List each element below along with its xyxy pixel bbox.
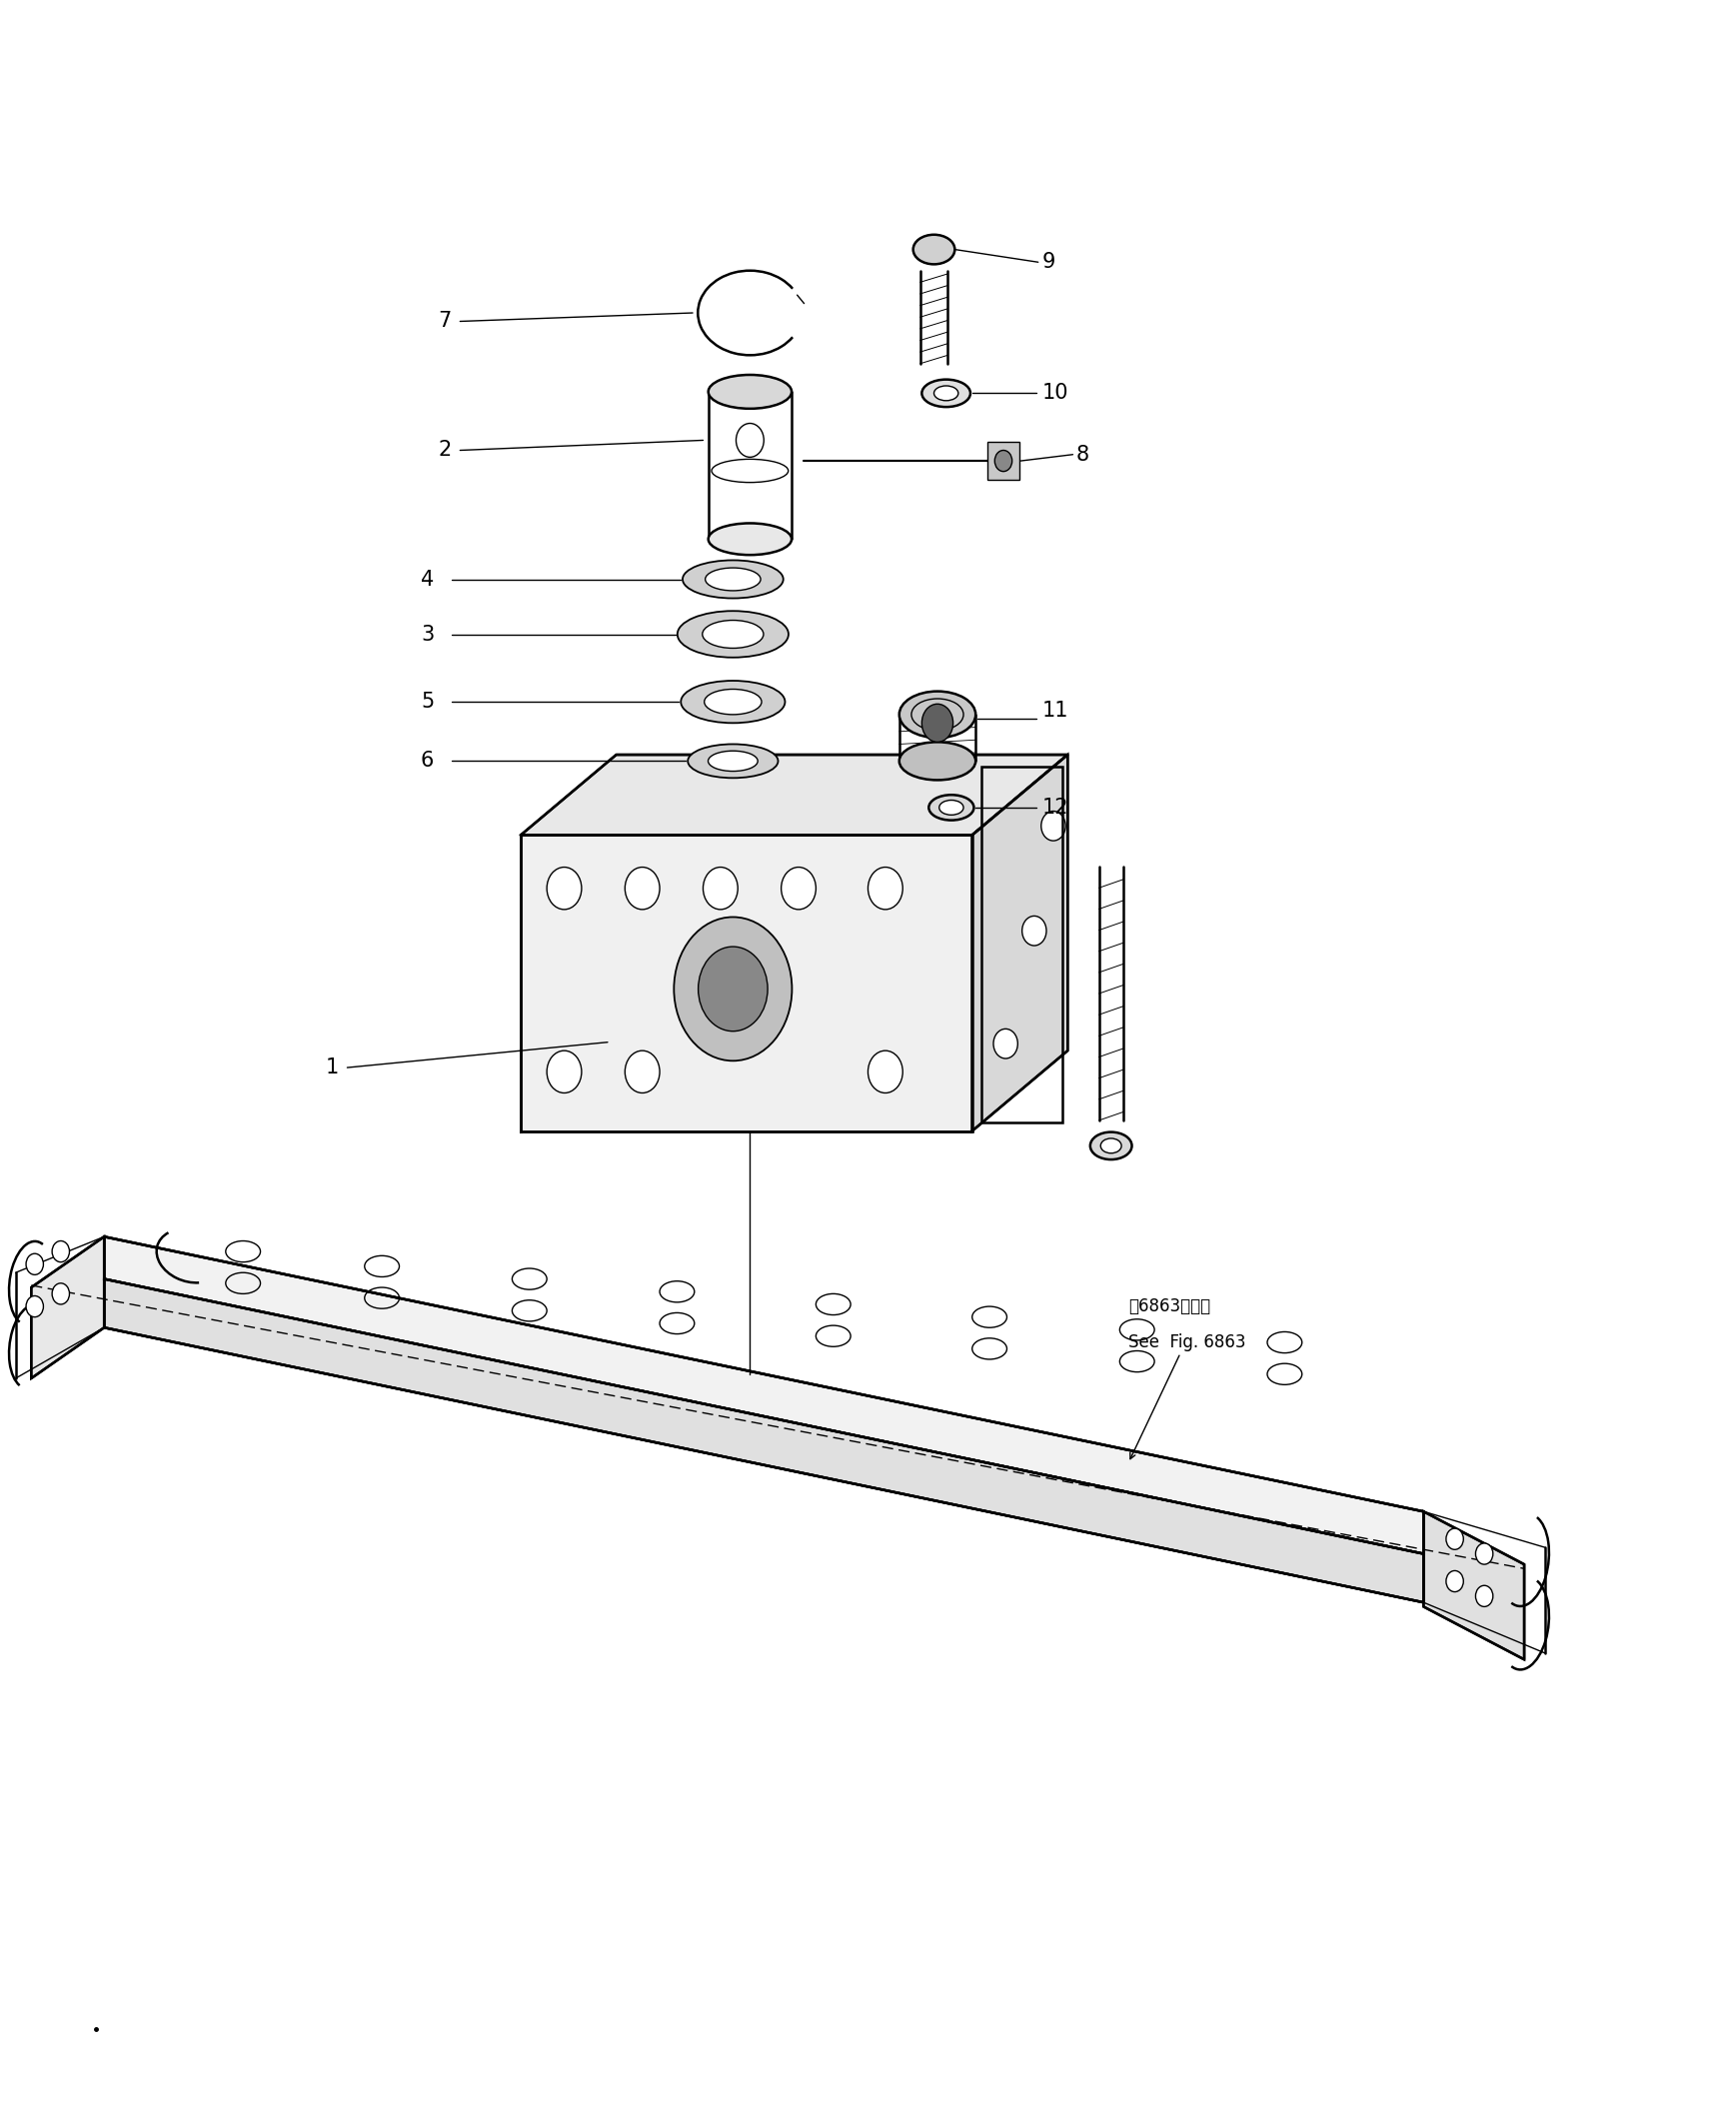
Circle shape	[26, 1254, 43, 1275]
Text: 3: 3	[420, 624, 434, 645]
Ellipse shape	[899, 691, 976, 738]
Text: 8: 8	[1076, 444, 1090, 465]
Circle shape	[625, 867, 660, 909]
Ellipse shape	[708, 750, 759, 772]
Circle shape	[547, 1051, 582, 1093]
Circle shape	[868, 1051, 903, 1093]
Circle shape	[1042, 812, 1066, 841]
Text: 6: 6	[420, 750, 434, 772]
Ellipse shape	[934, 387, 958, 402]
Text: 2: 2	[437, 440, 451, 461]
Ellipse shape	[1101, 1139, 1121, 1154]
Text: 7: 7	[437, 311, 451, 332]
Circle shape	[52, 1283, 69, 1304]
Circle shape	[703, 867, 738, 909]
Bar	[983, 767, 1062, 1123]
Circle shape	[625, 1051, 660, 1093]
Text: 11: 11	[1042, 700, 1068, 721]
Bar	[988, 442, 1019, 480]
Text: 5: 5	[420, 691, 434, 712]
Ellipse shape	[913, 235, 955, 264]
Circle shape	[781, 867, 816, 909]
Circle shape	[1476, 1543, 1493, 1564]
Circle shape	[868, 867, 903, 909]
Ellipse shape	[682, 560, 783, 598]
Text: 9: 9	[1042, 252, 1055, 273]
Text: See  Fig. 6863: See Fig. 6863	[1128, 1334, 1246, 1351]
Ellipse shape	[708, 524, 792, 556]
Polygon shape	[104, 1237, 1424, 1554]
Text: 1: 1	[325, 1057, 339, 1078]
Circle shape	[547, 867, 582, 909]
Polygon shape	[521, 755, 1068, 835]
Ellipse shape	[705, 689, 762, 715]
Circle shape	[1023, 915, 1047, 945]
Text: 10: 10	[1042, 383, 1068, 404]
Ellipse shape	[703, 619, 764, 649]
Polygon shape	[1424, 1512, 1524, 1659]
Ellipse shape	[708, 374, 792, 408]
Circle shape	[995, 450, 1012, 471]
Ellipse shape	[705, 569, 760, 590]
Circle shape	[993, 1030, 1017, 1059]
Ellipse shape	[939, 801, 963, 816]
Ellipse shape	[922, 381, 970, 408]
Ellipse shape	[681, 681, 785, 723]
Circle shape	[674, 917, 792, 1061]
Polygon shape	[31, 1237, 104, 1378]
Ellipse shape	[677, 611, 788, 657]
Text: 第6863図参照: 第6863図参照	[1128, 1298, 1210, 1315]
Circle shape	[922, 704, 953, 742]
Circle shape	[698, 947, 767, 1032]
Ellipse shape	[687, 744, 778, 778]
Text: 12: 12	[1042, 797, 1068, 818]
Circle shape	[1476, 1586, 1493, 1607]
Ellipse shape	[899, 742, 976, 780]
Polygon shape	[521, 835, 972, 1131]
Ellipse shape	[1090, 1133, 1132, 1161]
Circle shape	[1446, 1528, 1463, 1550]
Circle shape	[1446, 1571, 1463, 1592]
Ellipse shape	[929, 795, 974, 820]
Polygon shape	[104, 1279, 1424, 1602]
Circle shape	[736, 423, 764, 457]
Polygon shape	[972, 755, 1068, 1131]
Circle shape	[26, 1296, 43, 1317]
Circle shape	[52, 1241, 69, 1262]
Text: 4: 4	[420, 569, 434, 590]
